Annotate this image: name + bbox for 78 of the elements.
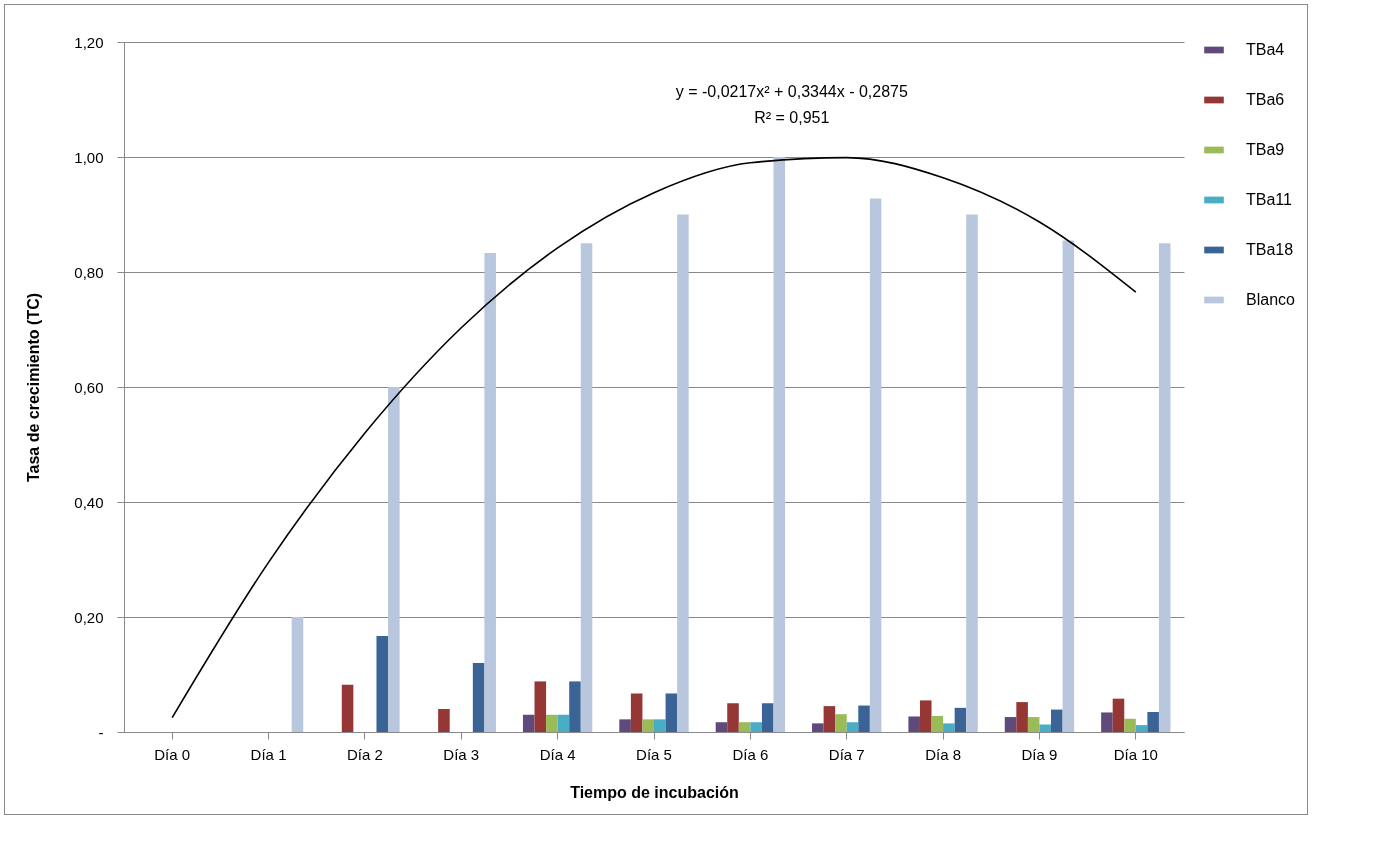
bar (630, 693, 643, 732)
bar (858, 705, 870, 732)
bar (835, 714, 847, 732)
x-tick-label: Día 10 (1113, 745, 1158, 763)
legend-label: TBa6 (1246, 91, 1285, 108)
x-tick-label: Día 6 (732, 745, 769, 763)
bar (291, 617, 304, 732)
bar (642, 719, 654, 732)
bar (1062, 240, 1075, 732)
bar (773, 157, 786, 732)
bar (846, 722, 859, 732)
bar (1112, 698, 1125, 732)
bar (522, 714, 535, 732)
bar (750, 722, 762, 732)
bar (484, 253, 496, 732)
bar (715, 722, 728, 732)
bar (823, 706, 836, 732)
bar (943, 723, 955, 732)
bar (1135, 725, 1148, 732)
legend-label: TBa18 (1246, 241, 1294, 258)
bar (1147, 711, 1159, 732)
bar (677, 214, 689, 732)
bar (812, 723, 824, 732)
bar (869, 198, 882, 732)
x-tick-label: Día 7 (828, 745, 865, 763)
legend-label: TBa9 (1246, 141, 1285, 158)
bar (954, 707, 967, 732)
bar (619, 719, 631, 732)
bar (727, 703, 739, 732)
bar (919, 700, 932, 732)
bar (580, 243, 593, 732)
bar (1158, 243, 1171, 732)
x-tick-label: Día 0 (154, 745, 191, 763)
legend-label: TBa11 (1246, 191, 1293, 208)
legend-label: TBa4 (1246, 41, 1285, 58)
x-tick-label: Día 8 (925, 745, 962, 763)
bar (931, 715, 944, 732)
bar (1016, 702, 1028, 732)
bar (654, 719, 666, 732)
bar (557, 714, 570, 732)
bar (665, 693, 678, 732)
x-tick-label: Día 9 (1021, 745, 1058, 763)
bar (1051, 709, 1063, 732)
x-axis-title: Tiempo de incubación (570, 783, 739, 801)
bar (341, 684, 354, 732)
legend-label: Blanco (1246, 291, 1296, 308)
y-tick-label: 1,00 (74, 148, 104, 166)
bar (438, 709, 450, 732)
y-tick-label: 0,80 (74, 263, 104, 281)
bar (534, 681, 547, 732)
line-series (171, 156, 1137, 719)
bar (388, 387, 400, 732)
y-tick-label: - (98, 723, 104, 741)
y-tick-label: 0,40 (74, 493, 104, 511)
x-tick-label: Día 2 (346, 745, 383, 763)
bar (1027, 717, 1040, 732)
y-tick-label: 0,20 (74, 608, 104, 626)
y-axis-title: Tasa de crecimiento (TC) (25, 292, 43, 483)
bar (1004, 717, 1017, 732)
bar (1124, 718, 1136, 732)
bar (966, 214, 978, 732)
bar (1101, 712, 1113, 732)
bar (761, 703, 774, 732)
x-tick-label: Día 5 (636, 745, 672, 763)
bar (1039, 724, 1052, 732)
annotation: y = -0,0217x² + 0,3344x - 0,2875 (675, 83, 908, 100)
bar (738, 722, 751, 732)
y-tick-label: 1,20 (74, 33, 104, 51)
y-tick-label: 0,60 (74, 378, 104, 396)
annotation: R² = 0,951 (754, 109, 830, 126)
bar (569, 681, 581, 732)
bar (376, 635, 389, 732)
bar (908, 716, 920, 732)
bar (546, 714, 558, 732)
x-tick-label: Día 4 (539, 745, 576, 763)
x-tick-label: Día 1 (250, 745, 287, 763)
bar (472, 663, 485, 732)
x-tick-label: Día 3 (443, 745, 480, 763)
